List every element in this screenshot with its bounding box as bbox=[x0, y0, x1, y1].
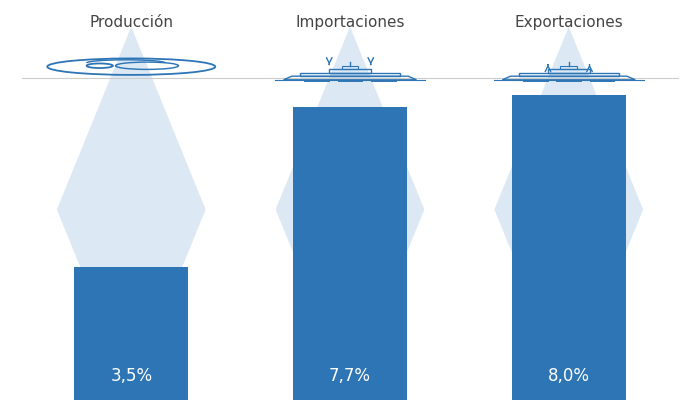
Text: 3: 3 bbox=[300, 139, 400, 280]
Text: Importaciones: Importaciones bbox=[295, 15, 405, 30]
Polygon shape bbox=[57, 27, 206, 392]
Text: 3,5%: 3,5% bbox=[110, 367, 153, 385]
Bar bbox=[561, 66, 577, 69]
Text: 8,0%: 8,0% bbox=[547, 367, 589, 385]
Polygon shape bbox=[276, 27, 424, 392]
Bar bbox=[512, 95, 626, 400]
Bar bbox=[300, 72, 400, 76]
Polygon shape bbox=[494, 27, 643, 392]
Bar bbox=[329, 69, 371, 72]
Bar bbox=[342, 66, 358, 69]
Text: Producción: Producción bbox=[90, 15, 174, 30]
Bar bbox=[293, 107, 407, 400]
Text: 7,7%: 7,7% bbox=[329, 367, 371, 385]
Bar bbox=[519, 72, 619, 76]
Bar bbox=[74, 267, 188, 400]
Text: Exportaciones: Exportaciones bbox=[514, 15, 623, 30]
Bar bbox=[548, 69, 589, 72]
